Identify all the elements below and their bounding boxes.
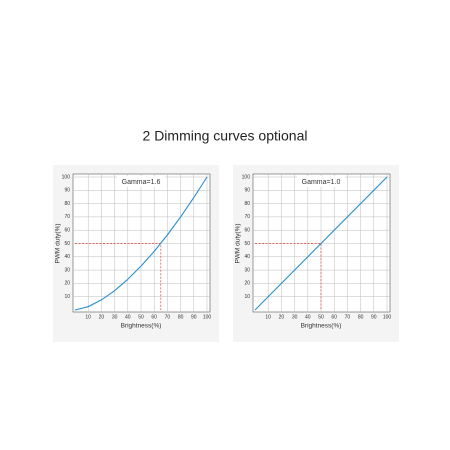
reference-line [255, 243, 322, 310]
y-axis-label: PWM duty(%) [55, 223, 62, 263]
curve [74, 176, 208, 311]
x-tick-label: 90 [371, 314, 377, 320]
y-tick-label: 70 [244, 214, 250, 220]
x-tick-label: 20 [99, 314, 105, 320]
x-tick-label: 70 [345, 314, 351, 320]
x-tick-label: 30 [112, 314, 118, 320]
x-tick-label: 90 [191, 314, 197, 320]
page-title: 2 Dimming curves optional [143, 128, 308, 144]
y-tick-label: 90 [64, 188, 70, 194]
x-tick-label: 30 [292, 314, 298, 320]
y-tick-label: 30 [244, 267, 250, 273]
y-tick-label: 60 [64, 228, 70, 234]
y-tick-label: 70 [64, 214, 70, 220]
y-tick-label: 60 [244, 228, 250, 234]
x-tick-label: 10 [265, 314, 271, 320]
x-tick-label: 10 [85, 314, 91, 320]
y-tick-label: 20 [64, 281, 70, 287]
curve [254, 176, 388, 311]
y-tick-label: 40 [64, 254, 70, 260]
y-tick-label: 10 [64, 294, 70, 300]
x-axis-label: Brightness(%) [121, 323, 162, 330]
x-tick-label: 50 [318, 314, 324, 320]
x-tick-label: 40 [305, 314, 311, 320]
y-tick-label: 20 [244, 281, 250, 287]
y-tick-label: 10 [244, 294, 250, 300]
y-tick-label: 80 [64, 201, 70, 207]
x-axis-label: Brightness(%) [301, 323, 342, 330]
annotation: Gamma=1.6 [122, 179, 161, 186]
x-tick-label: 80 [358, 314, 364, 320]
x-tick-label: 50 [138, 314, 144, 320]
y-tick-label: 80 [244, 201, 250, 207]
annotation-box [297, 176, 345, 187]
x-tick-label: 70 [165, 314, 171, 320]
plot-area [72, 173, 211, 313]
x-tick-label: 60 [151, 314, 157, 320]
x-tick-label: 80 [178, 314, 184, 320]
x-tick-label: 100 [383, 314, 392, 320]
x-tick-label: 100 [203, 314, 212, 320]
annotation: Gamma=1.0 [302, 179, 341, 186]
annotation-box [117, 176, 165, 187]
y-tick-label: 100 [242, 174, 251, 180]
x-tick-label: 20 [279, 314, 285, 320]
y-tick-label: 50 [244, 241, 250, 247]
y-tick-label: 50 [64, 241, 70, 247]
x-tick-label: 40 [125, 314, 131, 320]
y-axis-label: PWM duty(%) [235, 223, 242, 263]
x-tick-label: 60 [331, 314, 337, 320]
y-tick-label: 90 [244, 188, 250, 194]
y-tick-label: 30 [64, 267, 70, 273]
y-tick-label: 40 [244, 254, 250, 260]
y-tick-label: 100 [62, 174, 71, 180]
